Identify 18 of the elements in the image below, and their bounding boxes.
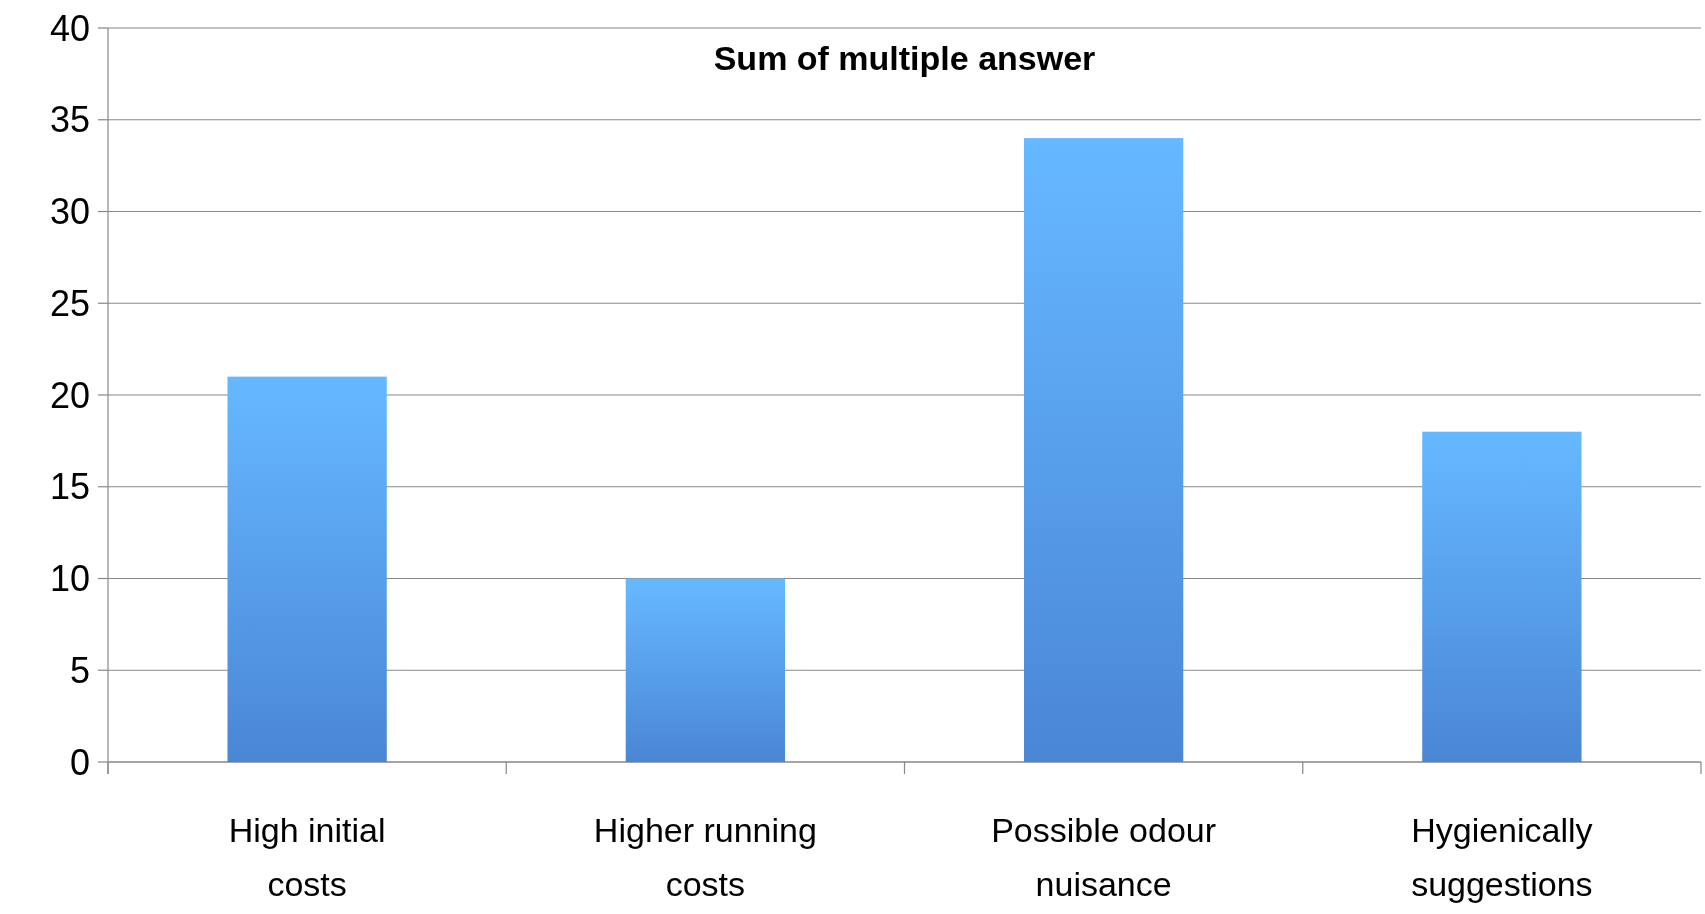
chart-title: Sum of multiple answer bbox=[713, 39, 1096, 77]
y-tick-label: 25 bbox=[49, 282, 90, 324]
y-tick-label: 35 bbox=[49, 99, 90, 141]
y-tick-label: 15 bbox=[49, 466, 90, 508]
y-tick-label: 30 bbox=[49, 191, 90, 233]
x-tick-label: High initial costs bbox=[228, 810, 386, 904]
x-tick-label: Possible odour nuisance bbox=[991, 810, 1217, 904]
bar bbox=[1023, 138, 1184, 762]
x-tick-label: Hygienically suggestions bbox=[1411, 810, 1593, 904]
bar bbox=[625, 578, 786, 762]
y-tick-label: 40 bbox=[49, 7, 90, 49]
y-tick-label: 0 bbox=[69, 741, 90, 783]
bar bbox=[1422, 431, 1582, 762]
bar bbox=[227, 376, 387, 762]
y-tick-label: 20 bbox=[49, 374, 90, 416]
y-tick-label: 10 bbox=[49, 558, 90, 600]
y-tick-label: 5 bbox=[69, 649, 90, 691]
x-tick-label: Higher running costs bbox=[593, 810, 817, 904]
